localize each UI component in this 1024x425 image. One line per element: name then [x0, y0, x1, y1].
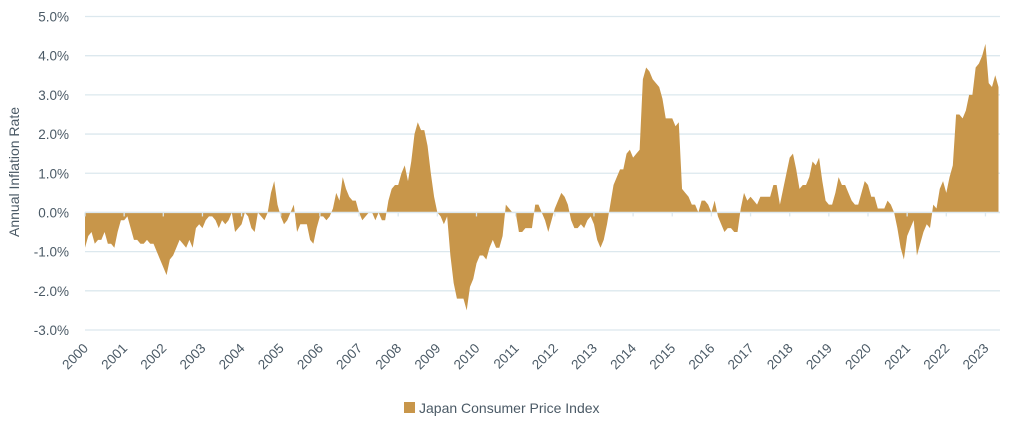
x-tick-label: 2019: [803, 341, 835, 373]
x-tick-label: 2008: [372, 341, 404, 373]
series-area-japan-cpi: [85, 43, 999, 311]
x-tick-label: 2000: [59, 341, 91, 373]
x-tick-label: 2017: [725, 341, 757, 373]
x-tick-label: 2016: [686, 341, 718, 373]
x-tick-label: 2013: [568, 341, 600, 373]
y-tick-label: -3.0%: [34, 323, 69, 338]
y-tick-label: 5.0%: [38, 10, 69, 25]
x-tick-label: 2004: [216, 340, 248, 372]
x-tick-label: 2003: [177, 341, 209, 373]
x-tick-label: 2022: [921, 341, 953, 373]
x-tick-label: 2006: [294, 341, 326, 373]
x-axis-ticks: 2000 2001 2002 2003 2004 2005 2006 2007 2008 2009…: [59, 212, 992, 373]
y-tick-label: 2.0%: [38, 127, 69, 142]
x-tick-label: 2010: [451, 341, 483, 373]
x-tick-label: 2009: [412, 341, 444, 373]
legend-swatch: [404, 402, 415, 413]
x-tick-label: 2015: [647, 341, 679, 373]
x-tick-label: 2002: [138, 341, 170, 373]
y-tick-label: 1.0%: [38, 166, 69, 181]
x-tick-label: 2011: [491, 341, 522, 372]
y-tick-label: -1.0%: [34, 245, 69, 260]
y-axis-ticks: -3.0% -2.0% -1.0% 0.0% 1.0% 2.0% 3.0% 4.0% 5.0%: [34, 10, 69, 339]
x-tick-label: 2021: [881, 341, 913, 373]
legend-label: Japan Consumer Price Index: [419, 400, 600, 416]
y-axis-label: Annual Inflation Rate: [6, 107, 22, 237]
x-tick-label: 2020: [842, 341, 874, 373]
y-tick-label: 3.0%: [38, 88, 69, 103]
x-tick-label: 2018: [764, 341, 796, 373]
x-tick-label: 2001: [98, 341, 130, 373]
x-tick-label: 2014: [607, 340, 639, 372]
gridlines: [85, 15, 1000, 331]
x-tick-label: 2007: [333, 341, 365, 373]
y-tick-label: -2.0%: [34, 284, 69, 299]
x-tick-label: 2012: [529, 341, 561, 373]
legend[interactable]: Japan Consumer Price Index: [404, 400, 600, 416]
y-tick-label: 0.0%: [38, 205, 69, 220]
y-tick-label: 4.0%: [38, 49, 69, 64]
x-tick-label: 2005: [255, 341, 287, 373]
x-tick-label: 2023: [960, 341, 992, 373]
